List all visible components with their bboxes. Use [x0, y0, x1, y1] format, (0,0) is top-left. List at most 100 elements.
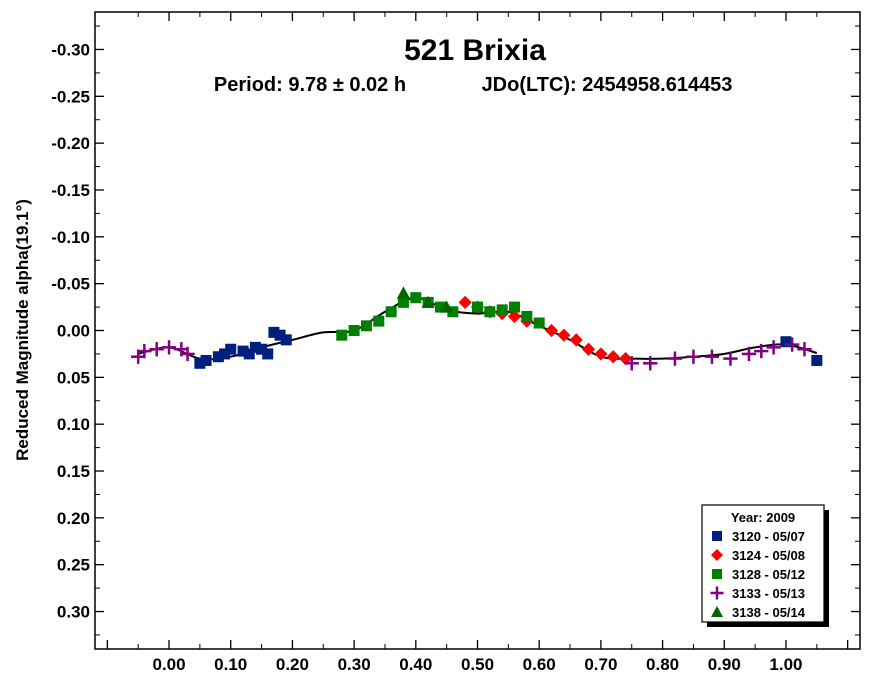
data-point-square: [268, 326, 280, 338]
legend-entry-label: 3128 - 05/12: [732, 567, 805, 582]
y-axis-ticks: -0.30 -0.25 -0.20 -0.15 -0.10 -0.05 0.00 0.05 0.…: [51, 25, 860, 636]
data-point-square: [811, 354, 823, 366]
data-point-square: [360, 320, 372, 332]
data-point-diamond: [544, 323, 559, 338]
x-tick-label: 1.00: [769, 655, 802, 674]
data-point-plus: [180, 346, 195, 362]
data-point-square: [385, 306, 397, 318]
data-point-square: [434, 301, 446, 313]
data-point-square: [243, 348, 255, 360]
x-tick-label: 0.10: [214, 655, 247, 674]
y-tick-label: -0.15: [51, 181, 90, 200]
data-points: [131, 286, 823, 371]
data-point-plus: [741, 346, 757, 362]
data-point-diamond: [458, 295, 472, 309]
y-tick-label: -0.25: [51, 87, 90, 106]
data-point-square: [447, 306, 459, 318]
data-point-square: [274, 329, 286, 341]
legend-entries: 3120 - 05/07 3124 - 05/08 3128 - 05/12 3133…: [710, 529, 806, 620]
data-point-diamond: [557, 328, 571, 342]
legend-marker-plus: [710, 586, 724, 600]
legend-marker-diamond: [711, 549, 723, 561]
chart-title: 521 Brixia: [404, 34, 546, 67]
legend: Year: 2009 3120 - 05/07 3124 - 05/08 3128 …: [701, 504, 829, 627]
data-point-square: [410, 292, 422, 304]
legend-marker-square: [712, 531, 722, 541]
data-point-square: [533, 317, 545, 329]
chart-subtitle-period: Period: 9.78 ± 0.02 h: [214, 74, 406, 96]
y-tick-label: 0.15: [57, 462, 90, 481]
data-point-plus: [137, 343, 152, 359]
legend-box: [701, 504, 825, 623]
data-point-square: [256, 343, 268, 355]
data-point-diamond: [618, 352, 633, 366]
data-point-square: [348, 325, 360, 336]
x-tick-label: 0.00: [152, 655, 185, 674]
y-tick-label: -0.20: [51, 134, 90, 153]
data-point-triangle: [421, 295, 435, 308]
y-tick-label: 0.10: [57, 415, 90, 434]
y-axis-title: Reduced Magnitude alpha(19.1°): [13, 199, 32, 461]
data-point-square: [780, 336, 792, 348]
data-point-square: [194, 357, 206, 369]
data-point-square: [397, 296, 409, 308]
y-tick-label: -0.10: [51, 228, 90, 247]
data-point-square: [484, 306, 496, 318]
x-tick-label: 0.90: [708, 655, 741, 674]
legend-entry-label: 3124 - 05/08: [732, 548, 805, 563]
y-tick-label: 0.30: [57, 603, 90, 622]
legend-entry-label: 3120 - 05/07: [732, 529, 805, 544]
data-point-plus: [766, 340, 781, 355]
y-tick-label: -0.05: [51, 275, 90, 294]
data-point-triangle: [396, 286, 411, 299]
data-point-plus: [704, 349, 720, 364]
data-point-diamond: [581, 342, 596, 356]
x-tick-label: 0.70: [584, 655, 617, 674]
y-tick-label: 0.25: [57, 556, 90, 575]
data-point-plus: [754, 343, 769, 359]
data-point-square: [496, 304, 508, 316]
data-point-square: [521, 310, 533, 322]
data-point-plus: [723, 351, 738, 366]
chart-subtitle-epoch: JDo(LTC): 2454958.614453: [482, 74, 733, 96]
x-tick-label: 0.50: [461, 655, 494, 674]
legend-marker-triangle: [711, 606, 723, 617]
y-tick-label: -0.30: [51, 40, 90, 59]
y-tick-label: 0.05: [57, 368, 90, 387]
x-tick-label: 0.20: [276, 655, 309, 674]
legend-entry-label: 3138 - 05/14: [732, 605, 806, 620]
data-point-square: [262, 348, 274, 360]
data-point-square: [225, 343, 237, 355]
data-point-square: [200, 354, 212, 366]
x-axis-ticks: 0.00 0.10 0.20 0.30 0.40 0.50 0.60 0.70 0.80 0.90…: [106, 12, 849, 674]
data-point-diamond: [507, 309, 522, 324]
data-point-square: [219, 348, 231, 360]
x-tick-label: 0.60: [523, 655, 556, 674]
x-tick-label: 0.30: [338, 655, 371, 674]
data-point-square: [509, 301, 521, 313]
data-point-plus: [667, 351, 683, 366]
data-point-diamond: [606, 350, 620, 364]
legend-title: Year: 2009: [731, 510, 795, 525]
data-point-square: [336, 329, 348, 341]
y-tick-label: 0.20: [57, 509, 90, 528]
y-tick-label: 0.00: [57, 322, 90, 341]
data-point-plus: [686, 349, 701, 364]
data-point-square: [280, 334, 292, 346]
data-point-plus: [161, 340, 177, 355]
data-point-square: [237, 345, 249, 357]
data-point-plus: [797, 342, 812, 357]
x-tick-label: 0.80: [646, 655, 679, 674]
data-point-square: [373, 315, 385, 327]
data-point-plus: [784, 337, 800, 352]
legend-marker-square: [712, 569, 722, 579]
data-point-diamond: [569, 333, 583, 347]
data-point-triangle: [440, 300, 454, 313]
data-point-plus: [643, 356, 658, 371]
data-point-square: [212, 351, 224, 363]
legend-entry-label: 3133 - 05/13: [732, 586, 805, 601]
x-tick-label: 0.40: [399, 655, 432, 674]
data-point-square: [472, 301, 483, 313]
data-point-plus: [149, 342, 164, 357]
